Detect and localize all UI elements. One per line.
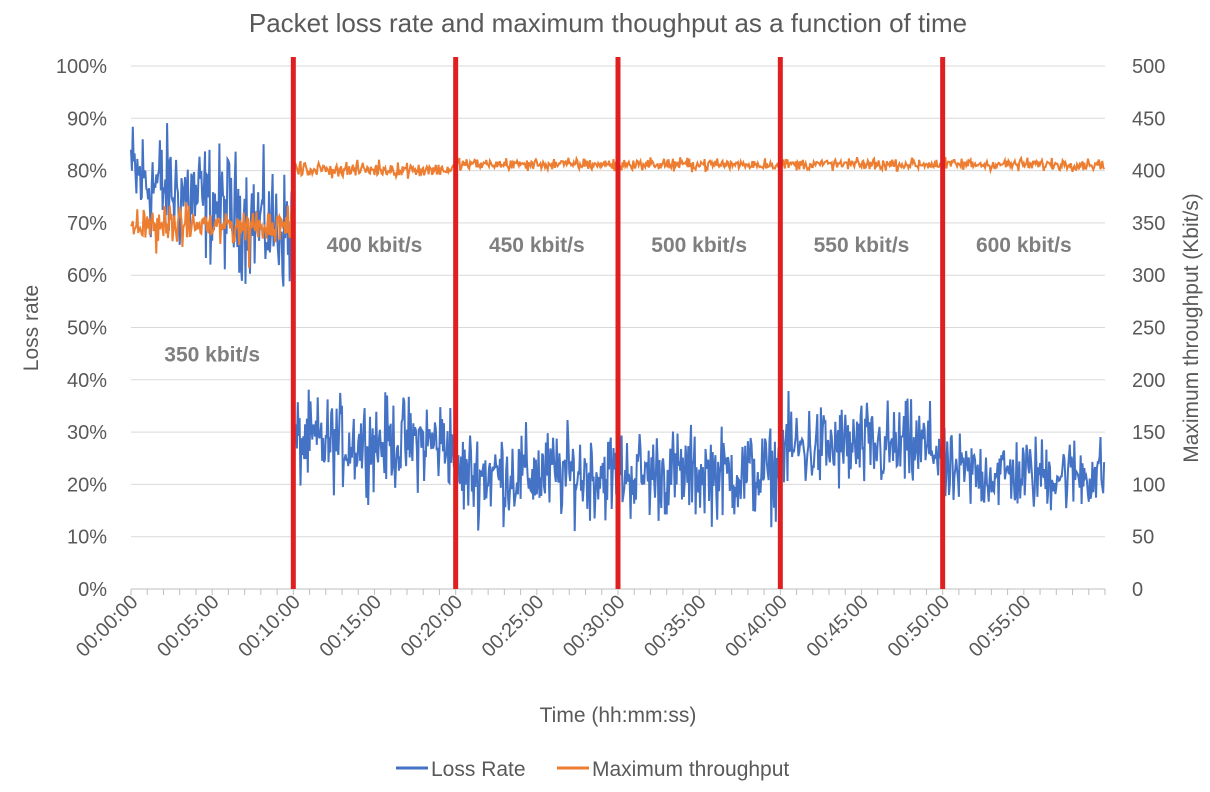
rate-annotation: 350 kbit/s (164, 344, 260, 367)
y-tick-label: 90% (67, 108, 107, 130)
x-tick-label: 00:45:00 (802, 591, 873, 662)
y2-tick-label: 150 (1132, 422, 1165, 444)
rate-annotation: 400 kbit/s (327, 234, 423, 257)
y-axis-title: Loss rate (20, 285, 43, 371)
rate-annotation: 500 kbit/s (651, 234, 747, 257)
y2-tick-label: 350 (1132, 213, 1165, 235)
y2-tick-label: 450 (1132, 108, 1165, 130)
x-axis-ticks: 00:00:00 00:05:00 00:10:00 00:15:00 00:20:00… (72, 589, 1106, 662)
x-tick-label: 00:25:00 (478, 591, 549, 662)
x-tick-label: 00:10:00 (234, 591, 305, 662)
legend-label-throughput: Maximum throughput (592, 758, 789, 781)
x-tick-label: 00:40:00 (721, 591, 792, 662)
x-tick-label: 00:30:00 (559, 591, 630, 662)
x-axis-title: Time (hh:mm:ss) (540, 704, 697, 727)
x-tick-label: 00:15:00 (315, 591, 386, 662)
rate-annotations: 350 kbit/s 400 kbit/s 450 kbit/s 500 kbit/s… (164, 234, 1071, 367)
legend: Loss Rate Maximum throughput (396, 758, 789, 781)
y-tick-label: 0% (78, 579, 107, 601)
y-tick-label: 10% (67, 527, 107, 549)
y2-tick-label: 100 (1132, 474, 1165, 496)
rate-annotation: 600 kbit/s (976, 234, 1072, 257)
y2-tick-label: 200 (1132, 370, 1165, 392)
y-tick-label: 100% (56, 56, 107, 78)
rate-dividers (290, 57, 946, 589)
y2-axis-title: Maximum throughput (Kbit/s) (1180, 193, 1203, 463)
y-tick-label: 50% (67, 318, 107, 340)
y-tick-label: 40% (67, 370, 107, 392)
rate-annotation: 550 kbit/s (814, 234, 910, 257)
y2-tick-label: 250 (1132, 318, 1165, 340)
y2-tick-label: 500 (1132, 56, 1165, 78)
rate-annotation: 450 kbit/s (489, 234, 585, 257)
x-tick-label: 00:35:00 (640, 591, 711, 662)
x-tick-label: 00:20:00 (397, 591, 468, 662)
chart-title: Packet loss rate and maximum thoughput a… (249, 8, 967, 38)
y2-tick-label: 400 (1132, 161, 1165, 183)
y2-tick-label: 50 (1132, 527, 1154, 549)
y-tick-label: 70% (67, 213, 107, 235)
x-tick-label: 00:05:00 (153, 591, 224, 662)
x-tick-label: 00:50:00 (884, 591, 955, 662)
y2-axis-ticks: 0 50 100 150 200 250 300 350 400 450 500 (1132, 56, 1165, 601)
y2-tick-label: 300 (1132, 265, 1165, 287)
legend-label-loss-rate: Loss Rate (431, 758, 526, 781)
y-tick-label: 20% (67, 474, 107, 496)
y-axis-ticks: 0% 10% 20% 30% 40% 50% 60% 70% 80% 90% 100% (56, 56, 107, 601)
y-tick-label: 30% (67, 422, 107, 444)
y-tick-label: 80% (67, 161, 107, 183)
x-tick-label: 00:00:00 (72, 591, 143, 662)
y2-tick-label: 0 (1132, 579, 1143, 601)
y-tick-label: 60% (67, 265, 107, 287)
x-tick-label: 00:55:00 (965, 591, 1036, 662)
